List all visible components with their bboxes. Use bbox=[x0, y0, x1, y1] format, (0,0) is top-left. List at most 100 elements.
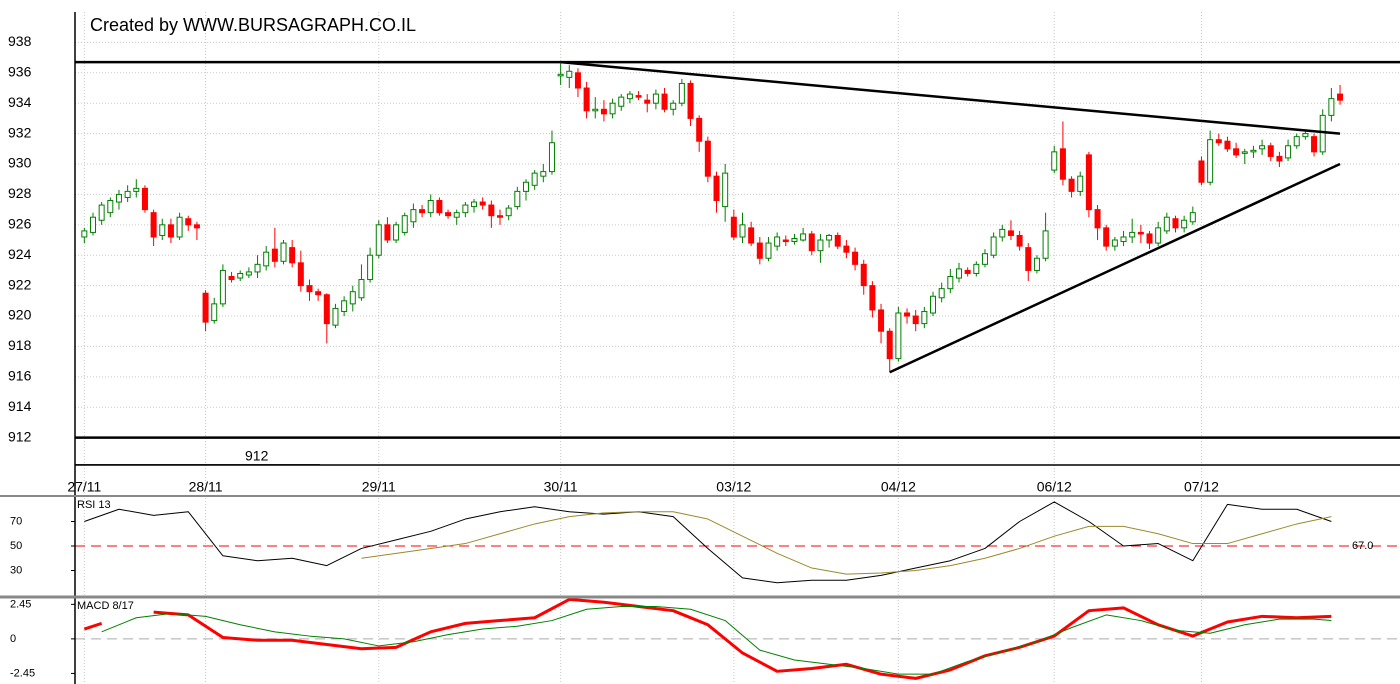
candle-body bbox=[1103, 227, 1110, 247]
y-tick-label: 934 bbox=[8, 94, 32, 110]
candle-body bbox=[791, 238, 798, 243]
candle-body bbox=[315, 291, 322, 296]
candle-body bbox=[964, 269, 971, 274]
candle-body bbox=[341, 300, 348, 312]
level-label: 912 bbox=[245, 447, 269, 463]
candle-body bbox=[1059, 148, 1066, 180]
x-tick-label: 29/11 bbox=[362, 479, 396, 495]
y-tick-label: 912 bbox=[8, 428, 32, 444]
candle-body bbox=[115, 193, 122, 203]
candle-body bbox=[323, 294, 330, 325]
candle-body bbox=[133, 187, 140, 192]
candle-body bbox=[722, 172, 729, 208]
candle-body bbox=[228, 276, 235, 281]
x-tick-label: 03/12 bbox=[716, 479, 751, 495]
candle-body bbox=[401, 215, 408, 233]
candle-body bbox=[410, 209, 417, 223]
candle-body bbox=[1137, 231, 1144, 235]
x-tick-label: 28/11 bbox=[189, 479, 223, 495]
candle-body bbox=[1068, 178, 1075, 192]
candle-body bbox=[670, 102, 677, 110]
candle-body bbox=[973, 263, 980, 274]
candle-body bbox=[609, 102, 616, 115]
candle-body bbox=[167, 224, 174, 238]
candle-body bbox=[765, 242, 772, 259]
candle-body bbox=[124, 190, 131, 198]
candle-body bbox=[687, 82, 694, 119]
candle-body bbox=[1302, 133, 1309, 138]
candle-body bbox=[1267, 145, 1274, 157]
candle-body bbox=[730, 216, 737, 238]
candle-body bbox=[826, 234, 833, 241]
last-value-label: 67.0 bbox=[1352, 540, 1373, 552]
candle-body bbox=[202, 292, 209, 323]
candle-body bbox=[1276, 155, 1283, 162]
candle-body bbox=[566, 70, 573, 78]
candle-body bbox=[462, 204, 469, 214]
y-tick-label: 30 bbox=[10, 564, 22, 576]
y-tick-label: 938 bbox=[8, 33, 32, 49]
candle-body bbox=[1051, 151, 1058, 171]
candle-body bbox=[1328, 98, 1335, 116]
candle-body bbox=[947, 276, 954, 290]
candle-body bbox=[531, 172, 538, 186]
candle-body bbox=[800, 233, 807, 241]
y-tick-label: 932 bbox=[8, 124, 32, 140]
candle-body bbox=[696, 117, 703, 142]
candle-body bbox=[955, 268, 962, 279]
candle-body bbox=[263, 251, 270, 267]
candle-body bbox=[358, 279, 365, 299]
y-tick-label: 922 bbox=[8, 276, 32, 292]
panel-title: RSI 13 bbox=[77, 499, 111, 511]
trend-line bbox=[560, 60, 1341, 135]
candle-body bbox=[713, 175, 720, 201]
candle-body bbox=[332, 307, 339, 326]
y-tick-label: 926 bbox=[8, 216, 32, 232]
candle-body bbox=[886, 330, 893, 360]
candle-body bbox=[1224, 140, 1231, 150]
x-tick-label: 04/12 bbox=[881, 479, 916, 495]
candle-body bbox=[999, 228, 1006, 238]
candle-body bbox=[739, 224, 746, 238]
candle-body bbox=[1293, 136, 1300, 147]
candle-body bbox=[1129, 231, 1136, 238]
candle-body bbox=[306, 285, 313, 293]
x-tick-label: 27/11 bbox=[67, 479, 101, 495]
candle-body bbox=[211, 303, 218, 322]
candle-body bbox=[938, 288, 945, 299]
candle-body bbox=[176, 216, 183, 238]
candle-body bbox=[1016, 234, 1023, 247]
candle-body bbox=[618, 96, 625, 107]
candle-body bbox=[1233, 148, 1240, 156]
candle-body bbox=[1146, 233, 1153, 244]
y-tick-label: 70 bbox=[10, 515, 22, 527]
y-tick-label: 914 bbox=[8, 398, 32, 414]
candle-body bbox=[834, 234, 841, 247]
candle-body bbox=[1181, 219, 1188, 229]
candle-body bbox=[652, 93, 659, 104]
candle-body bbox=[808, 233, 815, 252]
candle-body bbox=[912, 315, 919, 325]
y-tick-label: 924 bbox=[8, 246, 32, 262]
candle-body bbox=[1319, 114, 1326, 153]
candle-body bbox=[497, 215, 504, 218]
candle-body bbox=[774, 236, 781, 247]
y-tick-label: 930 bbox=[8, 155, 32, 171]
candle-body bbox=[678, 82, 685, 104]
candle-body bbox=[1207, 139, 1214, 183]
series-line bbox=[83, 621, 103, 631]
candle-body bbox=[141, 187, 148, 211]
candle-body bbox=[1241, 151, 1248, 154]
candle-body bbox=[756, 242, 763, 259]
candle-body bbox=[375, 224, 382, 256]
x-tick-label: 06/12 bbox=[1037, 479, 1072, 495]
panel-title: Created by WWW.BURSAGRAPH.CO.IL bbox=[90, 15, 416, 35]
y-tick-label: 920 bbox=[8, 307, 32, 323]
y-tick-label: 936 bbox=[8, 64, 32, 80]
candle-body bbox=[514, 190, 521, 208]
candle-body bbox=[384, 224, 391, 241]
candle-body bbox=[1250, 149, 1257, 153]
candle-body bbox=[1198, 160, 1205, 183]
candle-body bbox=[981, 253, 988, 265]
